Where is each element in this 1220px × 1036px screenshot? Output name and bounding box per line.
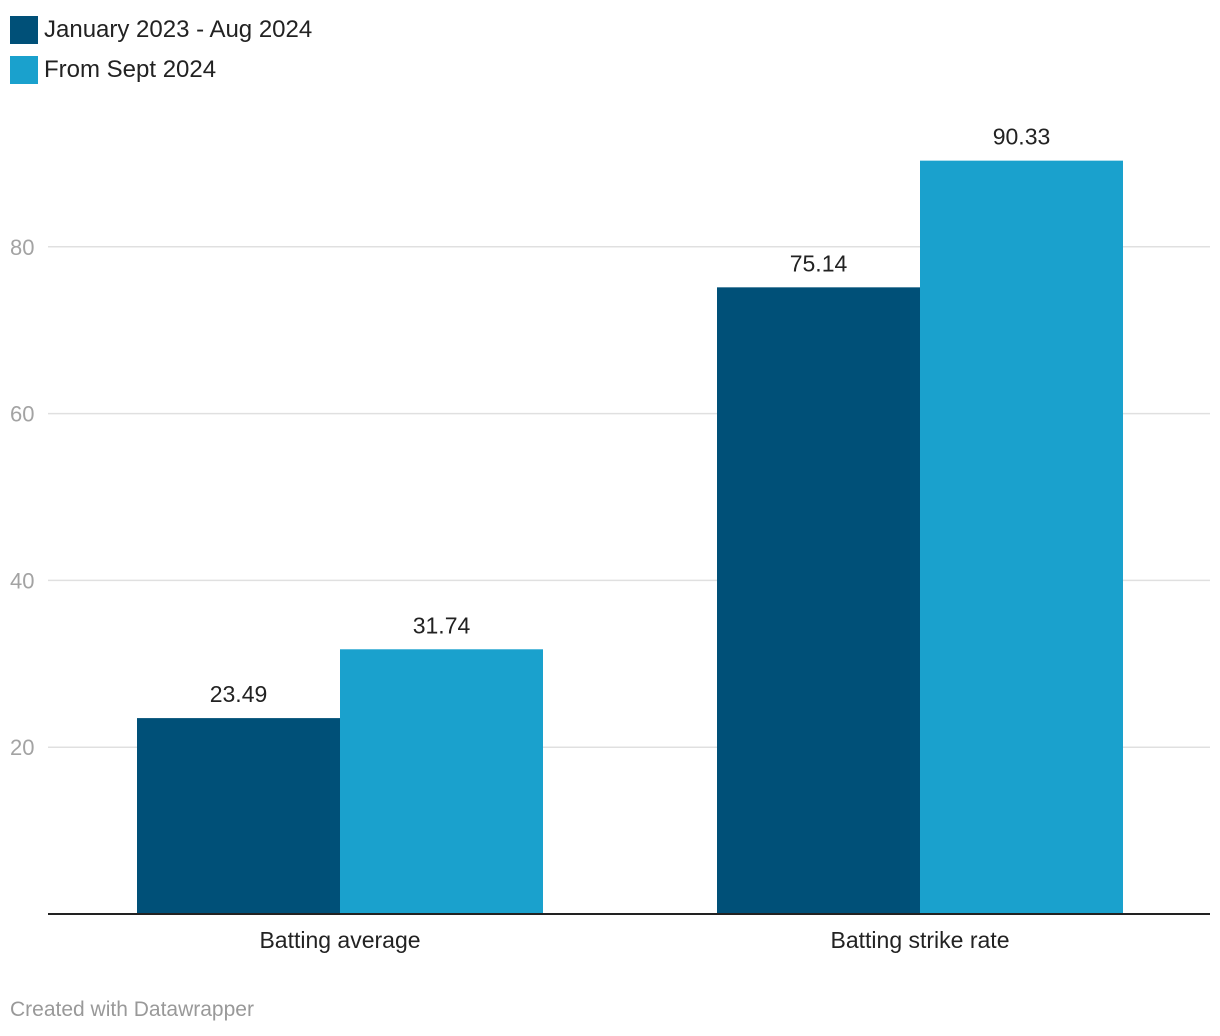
bar-1-1 xyxy=(137,718,340,914)
data-label-2-2: 90.33 xyxy=(993,124,1051,150)
legend-label-series-2: From Sept 2024 xyxy=(44,56,217,83)
legend-item-series-2: From Sept 2024 xyxy=(10,50,312,90)
bar-2-1 xyxy=(340,649,543,914)
x-category-label-1: Batting average xyxy=(259,927,420,953)
y-tick-label-60: 60 xyxy=(10,402,34,427)
bar-chart: 20 40 60 80 23.49 75.14 31.74 90.33 Batting aver… xyxy=(10,124,1210,953)
legend: January 2023 - Aug 2024 From Sept 2024 xyxy=(10,10,312,90)
legend-swatch-series-2 xyxy=(10,56,38,84)
credit-text: Created with Datawrapper xyxy=(10,998,254,1021)
data-label-2-1: 31.74 xyxy=(413,612,471,638)
data-label-1-2: 75.14 xyxy=(790,250,848,276)
bar-2-2 xyxy=(920,160,1123,914)
y-tick-label-80: 80 xyxy=(10,235,34,260)
bar-1-2 xyxy=(717,287,920,914)
y-tick-label-40: 40 xyxy=(10,568,34,593)
legend-swatch-series-1 xyxy=(10,16,38,44)
legend-item-series-1: January 2023 - Aug 2024 xyxy=(10,10,312,50)
legend-label-series-1: January 2023 - Aug 2024 xyxy=(44,16,313,43)
data-label-1-1: 23.49 xyxy=(210,681,268,707)
x-category-label-2: Batting strike rate xyxy=(831,927,1010,953)
y-tick-label-20: 20 xyxy=(10,735,34,760)
